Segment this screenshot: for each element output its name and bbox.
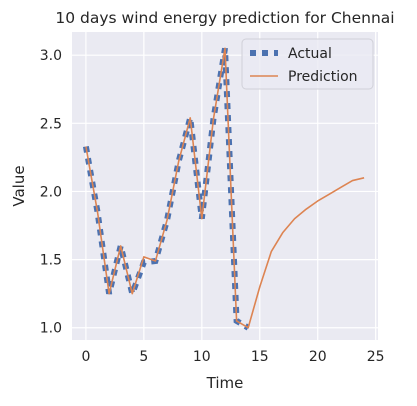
legend-label-actual: Actual [288, 46, 332, 62]
x-axis-label: Time [206, 374, 244, 392]
x-tick-label: 15 [251, 349, 269, 365]
x-tick-label: 0 [81, 349, 90, 365]
y-axis-label: Value [10, 165, 28, 206]
x-tick-label: 10 [193, 349, 211, 365]
x-tick-label: 20 [309, 349, 327, 365]
series-line-prediction [85, 47, 365, 329]
x-tick-label: 5 [139, 349, 148, 365]
y-tick-label: 3.0 [40, 48, 62, 64]
y-tick-label: 2.5 [40, 116, 62, 132]
y-tick-label: 1.0 [40, 321, 62, 337]
x-tick-label: 25 [367, 349, 385, 365]
legend-items: Actual Prediction [250, 46, 358, 85]
legend-label-prediction: Prediction [288, 69, 358, 85]
legend: Actual Prediction [241, 38, 374, 90]
tick-labels: 0 5 10 15 20 25 1.0 1.5 2.0 2.5 3.0 [40, 48, 385, 365]
y-tick-label: 2.0 [40, 184, 62, 200]
chart-title: 10 days wind energy prediction for Chenn… [55, 9, 394, 27]
series-layer [82, 47, 365, 331]
y-tick-label: 1.5 [40, 253, 62, 269]
